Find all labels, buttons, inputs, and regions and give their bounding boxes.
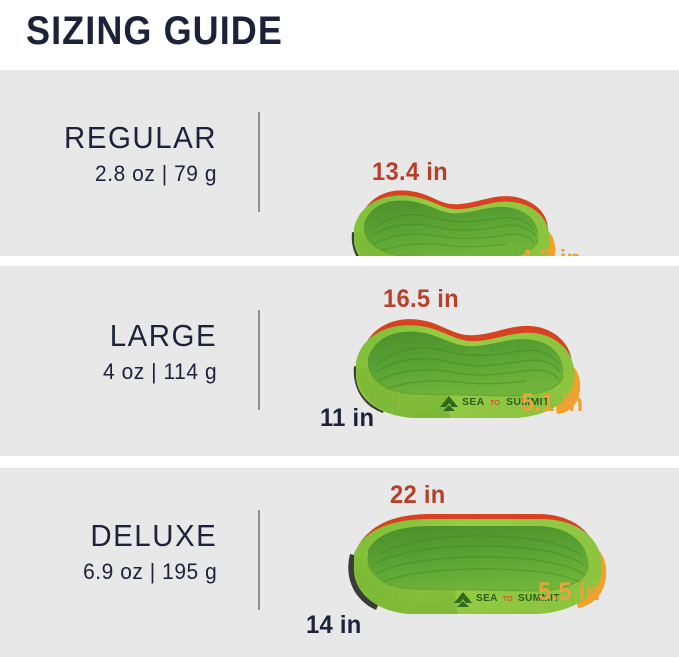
size-label-block-large: LARGE 4 oz | 114 g xyxy=(97,318,217,388)
size-name-large: LARGE xyxy=(109,318,217,353)
svg-text:SEA: SEA xyxy=(462,396,485,408)
dimension-height-regular: 4.3 in xyxy=(519,245,581,256)
pillow-top-seam xyxy=(367,555,589,592)
pillow-body-seams xyxy=(393,389,554,417)
pillow-top-seam xyxy=(363,227,539,256)
size-weight-deluxe: 6.9 oz | 195 g xyxy=(82,559,217,584)
pillow-illustration-large: SEA TO SUMMIT xyxy=(334,292,602,426)
svg-text:TO: TO xyxy=(503,596,513,603)
dimension-height-large: 5.1 in xyxy=(521,389,584,417)
svg-text:SUMMIT: SUMMIT xyxy=(506,396,550,408)
pillow-body-seams xyxy=(393,586,575,613)
size-name-regular: REGULAR xyxy=(63,120,217,155)
dimension-width-deluxe: 14 in xyxy=(306,611,362,639)
pillow-top-seam xyxy=(367,362,564,397)
size-name-deluxe: DELUXE xyxy=(90,518,217,553)
svg-text:SUMMIT: SUMMIT xyxy=(518,593,560,604)
pillow-top-surface xyxy=(367,526,589,591)
size-weight-regular: 2.8 oz | 79 g xyxy=(94,161,217,186)
pillow-top-surface xyxy=(368,331,564,396)
row-divider-deluxe xyxy=(258,510,260,610)
size-row-deluxe: DELUXE 6.9 oz | 195 g xyxy=(0,468,679,657)
pillow-front-facet xyxy=(354,232,437,256)
pillow-illustration-deluxe: SEA TO SUMMIT xyxy=(328,488,628,628)
pillow-illustration-regular: SEA TO SUMMIT xyxy=(330,166,580,256)
row-divider-regular xyxy=(258,112,260,212)
size-row-regular: REGULAR 2.8 oz | 79 g xyxy=(0,70,679,256)
dimension-length-large: 16.5 in xyxy=(383,285,459,313)
svg-text:SEA: SEA xyxy=(476,593,498,604)
svg-text:TO: TO xyxy=(490,398,500,407)
size-label-block-regular: REGULAR 2.8 oz | 79 g xyxy=(56,120,217,190)
dimension-height-deluxe: 5.5 in xyxy=(538,578,601,606)
brand-logo: SEA TO SUMMIT xyxy=(440,396,550,411)
page-title: SIZING GUIDE xyxy=(26,9,283,53)
pillow-top-surface xyxy=(364,200,539,256)
pillow-baffle-seams xyxy=(371,214,536,252)
dimension-length-regular: 13.4 in xyxy=(372,158,448,186)
size-label-block-deluxe: DELUXE 6.9 oz | 195 g xyxy=(76,518,217,588)
brand-logo: SEA TO SUMMIT xyxy=(454,592,560,607)
size-weight-large: 4 oz | 114 g xyxy=(102,359,217,384)
row-divider-large xyxy=(258,310,260,410)
size-row-large: LARGE 4 oz | 114 g xyxy=(0,266,679,456)
dimension-length-deluxe: 22 in xyxy=(390,481,446,509)
pillow-baffle-seams xyxy=(375,347,561,390)
pillow-body-seams xyxy=(389,251,528,256)
pillow-baffle-seams xyxy=(375,535,586,584)
pillow-rear-trim xyxy=(360,319,573,374)
dimension-width-large: 11 in xyxy=(320,404,375,432)
